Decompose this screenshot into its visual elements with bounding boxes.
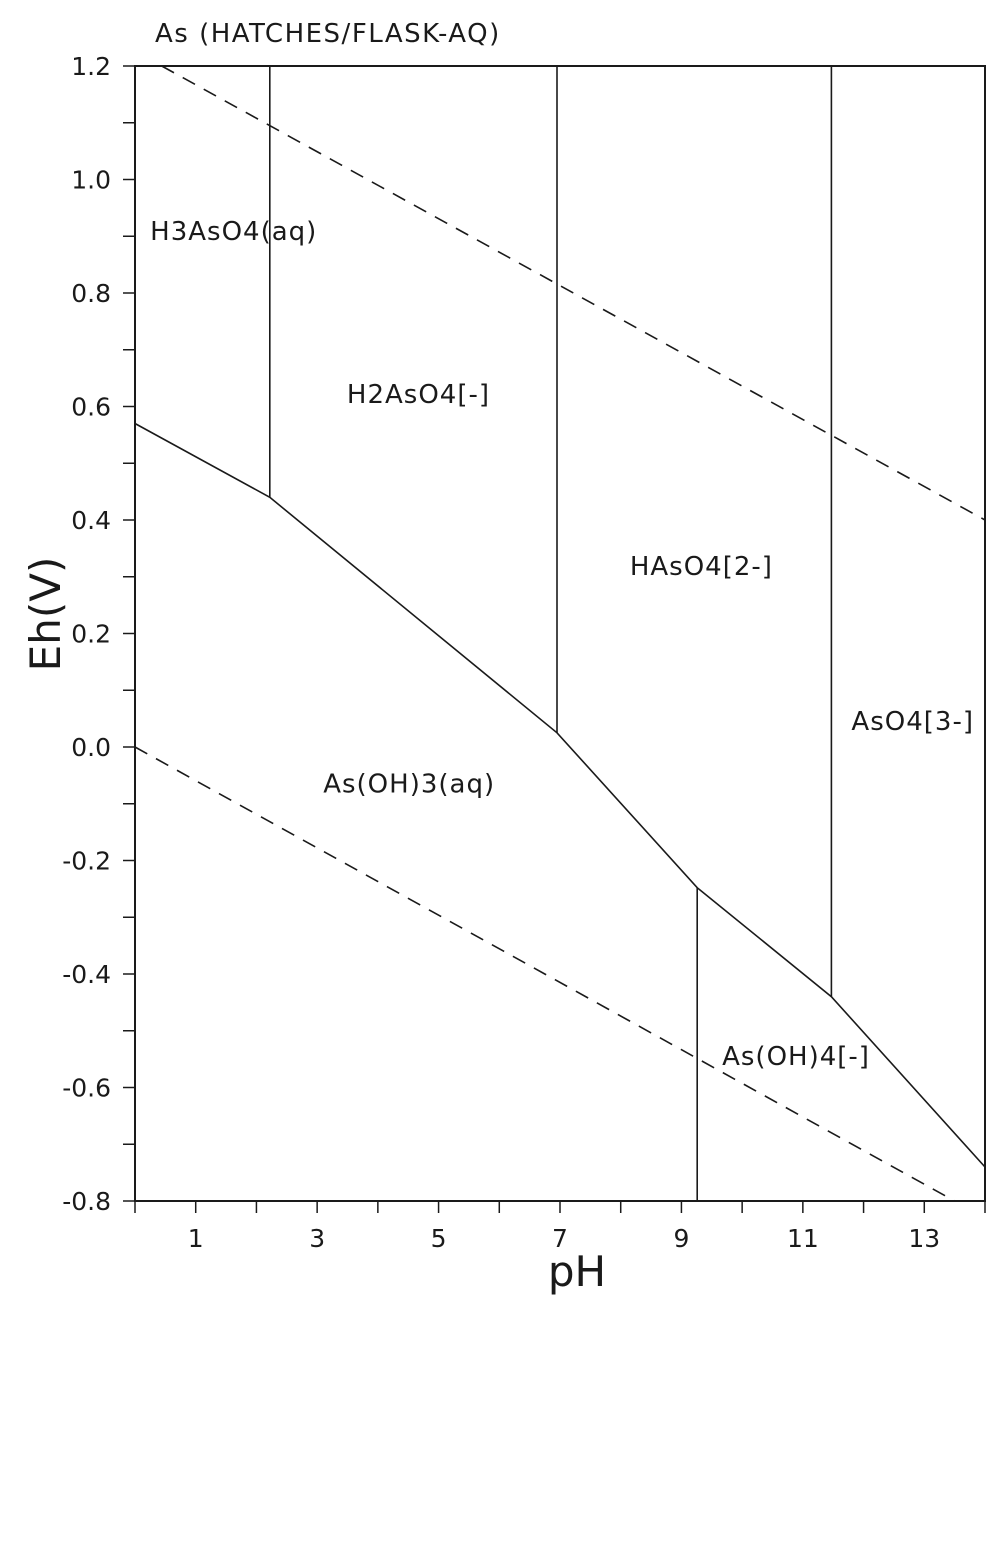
y-tick-label: 1.2 bbox=[71, 52, 111, 81]
y-axis-title: Eh(V) bbox=[21, 557, 70, 672]
y-tick-label: -0.8 bbox=[62, 1187, 111, 1216]
x-tick-label: 9 bbox=[673, 1224, 689, 1253]
y-tick-label: 0.2 bbox=[71, 620, 111, 649]
species-label: As(OH)3(aq) bbox=[323, 769, 495, 799]
y-tick-label: 0.6 bbox=[71, 393, 111, 422]
x-tick-label: 11 bbox=[787, 1224, 819, 1253]
species-label: As(OH)4[-] bbox=[722, 1042, 870, 1072]
y-tick-label: 0.8 bbox=[71, 279, 111, 308]
water-stability-line-1 bbox=[134, 746, 955, 1202]
x-tick-label: 5 bbox=[431, 1224, 447, 1253]
y-tick-label: 1.0 bbox=[71, 166, 111, 195]
series-layer bbox=[134, 65, 986, 1202]
species-label: H3AsO4(aq) bbox=[150, 217, 317, 247]
species-label: HAsO4[2-] bbox=[630, 552, 773, 582]
x-tick-label: 7 bbox=[552, 1224, 568, 1253]
axis-layer: 1 3 5 7 9 11 131.21.00.80.60.40.20.0-0.2-0.4-0… bbox=[62, 52, 986, 1253]
x-tick-label: 1 bbox=[188, 1224, 204, 1253]
x-tick-label: 3 bbox=[309, 1224, 325, 1253]
y-tick-label: 0.4 bbox=[71, 506, 111, 535]
phase-boundary-line-2 bbox=[134, 422, 986, 1168]
y-tick-label: -0.4 bbox=[62, 960, 111, 989]
x-tick-label: 13 bbox=[908, 1224, 940, 1253]
species-label: H2AsO4[-] bbox=[347, 380, 490, 410]
y-tick-label: -0.6 bbox=[62, 1074, 111, 1103]
chart-title: As (HATCHES/FLASK-AQ) bbox=[155, 19, 501, 49]
y-tick-label: -0.2 bbox=[62, 847, 111, 876]
y-tick-label: 0.0 bbox=[71, 733, 111, 762]
x-axis-title: pH bbox=[548, 1247, 606, 1296]
annotation-layer: H3AsO4(aq) H2AsO4[-] HAsO4[2-] AsO4[3-] As(O… bbox=[150, 217, 974, 1072]
species-label: AsO4[3-] bbox=[851, 707, 974, 737]
water-stability-line-0 bbox=[161, 65, 986, 521]
